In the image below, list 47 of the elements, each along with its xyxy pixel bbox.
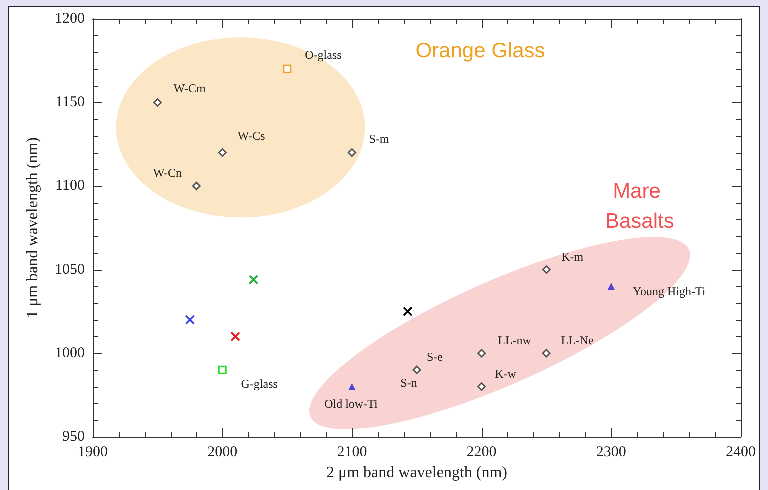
x-tick-label: 2100 xyxy=(337,444,368,460)
point xyxy=(542,349,551,358)
y-tick-label: 1000 xyxy=(55,345,85,362)
annotation: LL-Ne xyxy=(561,333,594,348)
annotation: W-Cn xyxy=(153,166,182,180)
point xyxy=(185,315,196,325)
annotation: S-m xyxy=(369,132,390,146)
annotation: S-n xyxy=(400,376,418,390)
point xyxy=(283,64,292,74)
annotation: W-Cs xyxy=(238,128,266,143)
x-tick-label: 2000 xyxy=(208,444,238,460)
point xyxy=(542,266,551,274)
point xyxy=(154,98,162,107)
annotation: O-glass xyxy=(305,48,342,62)
y-tick-label: 1200 xyxy=(55,11,85,27)
annotation: K-w xyxy=(495,366,517,381)
y-tick-label: 1150 xyxy=(56,94,85,111)
y-axis-title: 1 μm band wavelength (nm) xyxy=(24,138,42,318)
y-tick-label: 1050 xyxy=(55,262,85,278)
annotation: Young High-Ti xyxy=(633,284,706,299)
x-axis-title: 2 μm band wavelength (nm) xyxy=(326,464,508,482)
annotation: K-m xyxy=(562,250,584,264)
y-tick-label: 950 xyxy=(62,429,85,445)
point xyxy=(348,383,356,390)
point xyxy=(218,366,227,374)
annotation: Old low-Ti xyxy=(324,396,378,411)
point xyxy=(192,182,201,190)
annotation: Orange Glass xyxy=(416,39,546,62)
annotation: LL-nw xyxy=(498,333,532,348)
point xyxy=(478,349,486,358)
x-tick-label: 2400 xyxy=(726,444,756,460)
point xyxy=(478,382,486,392)
point xyxy=(348,148,356,158)
annotation: S-e xyxy=(427,350,443,364)
x-tick-label: 1900 xyxy=(78,444,108,460)
annotation: W-Cm xyxy=(174,82,206,96)
y-tick-label: 1100 xyxy=(56,178,85,194)
point xyxy=(403,306,413,316)
x-tick-label: 2200 xyxy=(466,444,497,460)
annotation: Mare Basalts xyxy=(605,180,674,233)
point xyxy=(230,332,240,342)
point xyxy=(412,366,422,374)
x-tick-label: 2300 xyxy=(596,444,626,460)
annotation: G-glass xyxy=(241,377,278,392)
point xyxy=(608,283,615,290)
point xyxy=(248,274,259,285)
point xyxy=(218,148,227,158)
